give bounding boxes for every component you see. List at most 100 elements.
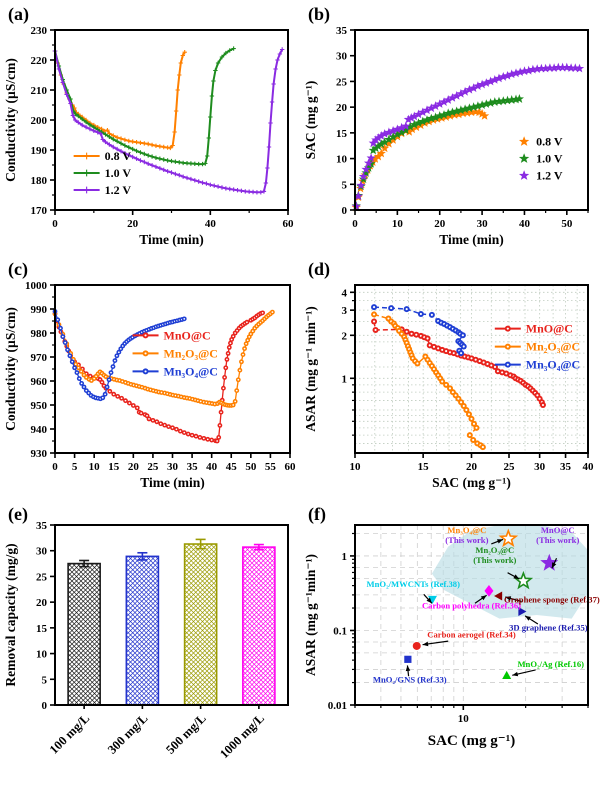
svg-text:970: 970 [31,352,48,364]
svg-text:Time (min): Time (min) [140,475,205,490]
svg-text:1000 mg/L: 1000 mg/L [217,711,267,761]
svg-text:1.2 V: 1.2 V [105,183,132,197]
chart-removal-capacity-bars: 100 mg/L 300 mg/L 500 mg/L 1000 mg/L 0 5 10 15 2… [3,520,289,761]
svg-text:Mn₂O₃@C: Mn₂O₃@C [475,545,514,555]
point-Graphene sponge (Ref.37) [494,591,503,601]
svg-text:30: 30 [167,461,179,473]
chart-sac-voltage: 0 10 20 30 40 50 0 5 10 15 20 25 30 35 Time (min) SAC (… [303,25,589,247]
svg-text:MnO₂/GNS (Ref.33): MnO₂/GNS (Ref.33) [373,675,447,685]
axes: 0 5 10 15 20 25 30 35 Removal capacity (mg/g) [3,520,289,712]
svg-text:0.1: 0.1 [333,625,347,637]
svg-text:1000: 1000 [25,280,48,292]
svg-text:0.8 V: 0.8 V [536,135,563,149]
svg-text:30: 30 [534,461,546,473]
svg-text:40: 40 [583,461,595,473]
svg-text:930: 930 [31,448,48,460]
svg-text:35: 35 [187,461,199,473]
panel-letter-f: (f) [308,504,326,524]
svg-text:MnO₂/MWCNTs (Ref.38): MnO₂/MWCNTs (Ref.38) [367,579,461,589]
svg-text:0.01: 0.01 [328,700,347,712]
svg-text:5: 5 [42,674,48,686]
svg-text:(This work): (This work) [473,555,516,565]
svg-text:60: 60 [285,461,297,473]
svg-text:Carbon polyhedra (Ref.36): Carbon polyhedra (Ref.36) [422,601,521,611]
axes: 0 20 40 60 170 180 190 200 210 220 230 Time (min) Co… [3,25,294,247]
svg-text:170: 170 [31,205,48,217]
svg-text:Time (min): Time (min) [139,232,204,247]
svg-text:Mn₃O₄@C: Mn₃O₄@C [526,358,580,372]
point-MnO₂/GNS (Ref.33) [404,655,412,663]
svg-text:(This work): (This work) [536,535,579,545]
svg-text:1.2 V: 1.2 V [536,169,563,183]
svg-text:25: 25 [147,461,159,473]
svg-text:10: 10 [458,713,470,725]
svg-text:20: 20 [336,102,348,114]
svg-text:10: 10 [89,461,101,473]
svg-text:Mn₃O₄@C: Mn₃O₄@C [447,525,486,535]
svg-text:MnO@C: MnO@C [541,525,575,535]
svg-text:4: 4 [342,287,348,299]
series-Mn₂O₃@C [52,309,275,408]
svg-text:15: 15 [36,623,48,635]
svg-text:980: 980 [31,328,48,340]
svg-text:1: 1 [342,373,348,385]
panel-b: (b) 0 10 20 30 40 50 0 5 10 15 20 25 30 35 Time (min) S… [300,0,600,255]
svg-text:0: 0 [342,205,348,217]
panel-letter-c: (c) [8,259,28,279]
chart-conductivity-voltage: 0 20 40 60 170 180 190 200 210 220 230 Time (min) Co… [3,25,294,247]
point-MnO₂/MWCNTs (Ref.38) [427,595,437,605]
svg-text:SAC (mg g⁻¹): SAC (mg g⁻¹) [428,733,515,749]
legend: 0.8 V 1.0 V 1.2 V [518,135,563,183]
svg-text:2: 2 [342,330,348,342]
svg-text:20: 20 [128,461,140,473]
svg-text:10: 10 [36,649,48,661]
svg-text:25: 25 [336,76,348,88]
panel-letter-e: (e) [8,504,28,524]
svg-text:200: 200 [31,115,48,127]
svg-text:SAC (mg g⁻¹): SAC (mg g⁻¹) [303,81,318,160]
svg-text:10: 10 [350,461,362,473]
svg-text:960: 960 [31,376,48,388]
svg-text:40: 40 [519,218,531,230]
svg-text:MnO@C: MnO@C [526,322,573,336]
svg-text:1.0 V: 1.0 V [536,152,563,166]
annotation-arrows [405,538,558,677]
series-0.8 V [52,48,187,151]
svg-text:45: 45 [226,461,238,473]
svg-text:10: 10 [392,218,404,230]
bar-300 mg/L [125,555,160,706]
svg-text:950: 950 [31,400,48,412]
svg-text:MnO₂/Ag (Ref.16): MnO₂/Ag (Ref.16) [517,659,584,669]
svg-text:Conductivity (µS/cm): Conductivity (µS/cm) [3,307,18,431]
chart-asar-sac-comparison: Mn₃O₄@C(This work)MnO@C(This work)Mn₂O₃@… [303,524,600,749]
point-MnO₂/Ag (Ref.16) [502,670,512,679]
svg-text:15: 15 [418,461,430,473]
panel-letter-b: (b) [308,4,330,24]
svg-text:20: 20 [466,461,478,473]
legend: MnO@C Mn₂O₃@C Mn₃O₄@C [494,322,580,372]
bar-1000 mg/L [242,546,276,706]
svg-text:180: 180 [31,175,48,187]
svg-text:220: 220 [31,55,48,67]
panel-f: (f) Mn₃O₄@C (This work) MnO@C (This work) Mn… [300,500,600,800]
svg-text:55: 55 [265,461,277,473]
panel-e: (e) 100 mg/L 300 mg/L 500 mg/L 1000 mg/L 0 5 1… [0,500,300,800]
panel-a: (a) 0 20 40 60 170 180 190 200 210 220 230 Time (mi… [0,0,300,255]
svg-text:10: 10 [336,154,348,166]
axes: 0 10 20 30 40 50 0 5 10 15 20 25 30 35 Time (min) SAC (… [303,25,589,247]
svg-text:1.0 V: 1.0 V [105,166,132,180]
chart-asar-sac-materials: 10 15 20 25 30 35 40 1 2 3 4 SAC (mg g⁻¹) ASAR (mg g… [303,284,595,490]
svg-text:ASAR (mg g⁻¹min⁻¹): ASAR (mg g⁻¹min⁻¹) [303,554,318,676]
annotation-labels: Mn₃O₄@C(This work)MnO@C(This work)Mn₂O₃@… [367,525,600,684]
svg-text:3D graphene (Ref.35): 3D graphene (Ref.35) [509,622,588,632]
svg-text:0: 0 [52,218,58,230]
bars: 100 mg/L 300 mg/L 500 mg/L 1000 mg/L [47,538,276,761]
svg-text:60: 60 [283,218,295,230]
legend: 0.8 V 1.0 V 1.2 V [73,149,132,197]
svg-text:Removal capacity (mg/g): Removal capacity (mg/g) [3,543,18,686]
svg-text:ASAR (mg g⁻¹ min⁻¹): ASAR (mg g⁻¹ min⁻¹) [303,306,318,431]
svg-text:20: 20 [36,597,48,609]
svg-text:300 mg/L: 300 mg/L [105,711,151,757]
bar-100 mg/L [67,562,101,706]
